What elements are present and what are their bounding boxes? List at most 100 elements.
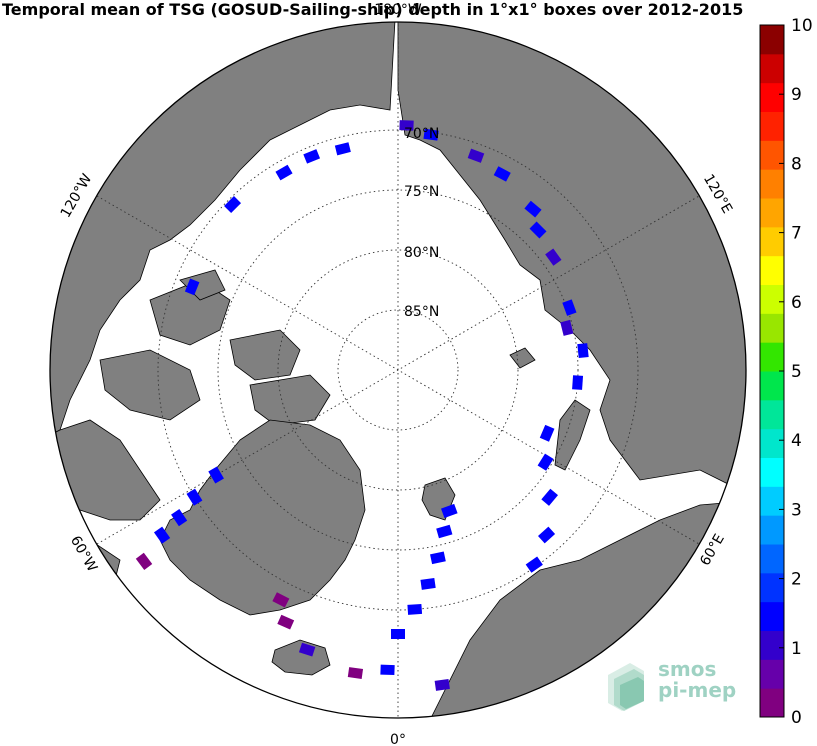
map-title: Temporal mean of TSG (GOSUD-Sailing-ship… bbox=[2, 0, 744, 19]
colorbar-tick-label: 5 bbox=[791, 362, 802, 382]
colorbar-swatch bbox=[760, 255, 784, 285]
land-greenland bbox=[159, 419, 366, 616]
parallel-80 bbox=[277, 249, 519, 491]
smos-pimep-logo: smos pi-mep bbox=[600, 655, 750, 715]
colorbar-swatch bbox=[760, 399, 784, 430]
data-cell bbox=[224, 196, 242, 214]
data-cell bbox=[420, 577, 436, 590]
data-cell bbox=[537, 526, 556, 544]
colorbar-swatch bbox=[760, 111, 784, 141]
lat-label-80: 80°N bbox=[404, 245, 439, 261]
logo-text: smos pi-mep bbox=[658, 659, 736, 701]
data-cell bbox=[298, 642, 316, 657]
colorbar-swatch bbox=[760, 140, 784, 170]
data-cell bbox=[562, 299, 577, 316]
data-cell bbox=[436, 524, 453, 539]
data-cell bbox=[572, 375, 584, 390]
colorbar-swatch bbox=[760, 169, 784, 199]
logo-line-1: smos bbox=[658, 657, 717, 681]
colorbar-ticks: 0 1 2 3 4 5 6 7 8 9 10 bbox=[779, 16, 813, 728]
colorbar-tick-label: 9 bbox=[791, 85, 802, 105]
colorbar-swatch bbox=[760, 226, 784, 257]
land-novaya-zemlya bbox=[554, 399, 591, 471]
colorbar-tick-label: 7 bbox=[791, 224, 802, 244]
colorbar-swatch bbox=[760, 457, 784, 487]
colorbar-swatch bbox=[760, 572, 784, 603]
data-cell bbox=[539, 424, 555, 442]
colorbar-swatch bbox=[760, 25, 784, 55]
data-cell bbox=[493, 166, 511, 182]
colorbar-tick-label: 1 bbox=[791, 639, 802, 659]
colorbar-tick-label: 8 bbox=[791, 154, 802, 174]
data-cell bbox=[560, 319, 574, 336]
data-cell bbox=[380, 664, 395, 676]
data-cell bbox=[537, 453, 554, 471]
colorbar-tick-label: 0 bbox=[791, 708, 802, 728]
data-cell bbox=[399, 120, 414, 131]
colorbar-swatch bbox=[760, 342, 784, 372]
colorbar-swatch bbox=[760, 313, 784, 343]
colorbar-swatch bbox=[760, 515, 784, 545]
data-cell bbox=[135, 552, 153, 570]
data-cell bbox=[525, 556, 543, 573]
colorbar-swatch bbox=[760, 544, 784, 574]
logo-line-2: pi-mep bbox=[658, 678, 737, 702]
data-cell bbox=[275, 164, 293, 181]
meridian-60 bbox=[96, 195, 700, 545]
data-cell bbox=[529, 221, 547, 239]
data-cells bbox=[135, 120, 589, 691]
data-cell bbox=[272, 592, 290, 608]
colorbar-swatch bbox=[760, 486, 784, 516]
colorbar-swatch bbox=[760, 659, 784, 689]
map-boundary bbox=[49, 21, 747, 719]
colorbar-tick-label: 2 bbox=[791, 570, 802, 590]
colorbar-tick-label: 4 bbox=[791, 431, 802, 451]
colorbar-tick-label: 6 bbox=[791, 293, 802, 313]
logo-mark-icon bbox=[608, 663, 644, 711]
colorbar-tick-label: 3 bbox=[791, 500, 802, 520]
data-cell bbox=[423, 128, 439, 141]
colorbar-swatch bbox=[760, 198, 784, 228]
data-cell bbox=[171, 509, 188, 527]
data-cell bbox=[524, 200, 542, 218]
colorbar-swatch bbox=[760, 630, 784, 660]
data-cell bbox=[430, 551, 446, 565]
data-cell bbox=[541, 488, 559, 506]
data-cell bbox=[277, 614, 295, 630]
parallel-85 bbox=[337, 309, 459, 431]
map-disk bbox=[50, 22, 746, 718]
data-cell bbox=[347, 667, 364, 679]
lon-label-180w: 180°W bbox=[374, 2, 422, 18]
colorbar-swatch bbox=[760, 688, 784, 718]
lat-label-75: 75°N bbox=[404, 184, 439, 200]
colorbar-tick-label: 10 bbox=[791, 16, 813, 36]
colorbar-swatch bbox=[760, 428, 784, 458]
land-archipelago-4 bbox=[249, 374, 331, 426]
data-cell bbox=[467, 148, 485, 163]
land-archipelago-2 bbox=[99, 349, 201, 421]
data-cell bbox=[407, 603, 423, 615]
colorbar-swatches bbox=[760, 25, 784, 718]
data-cell bbox=[434, 678, 450, 691]
data-cell bbox=[208, 466, 224, 484]
data-cell bbox=[577, 343, 589, 359]
colorbar-swatch bbox=[760, 82, 784, 112]
data-cell bbox=[184, 278, 200, 296]
land-iceland bbox=[271, 639, 331, 676]
graticule bbox=[96, 22, 700, 718]
lat-label-85: 85°N bbox=[404, 304, 439, 320]
land-franz-josef bbox=[509, 347, 536, 369]
data-cell bbox=[186, 488, 203, 506]
colorbar-swatch bbox=[760, 284, 784, 314]
data-cell bbox=[153, 526, 171, 544]
data-cell bbox=[334, 142, 351, 156]
colorbar-swatch bbox=[760, 371, 784, 401]
colorbar-swatch bbox=[760, 601, 784, 631]
lon-label-0: 0° bbox=[390, 732, 406, 746]
data-cell bbox=[545, 248, 562, 266]
data-cell bbox=[391, 629, 405, 639]
land-archipelago-3 bbox=[229, 329, 301, 381]
colorbar-swatch bbox=[760, 53, 784, 84]
data-cell bbox=[303, 149, 321, 164]
